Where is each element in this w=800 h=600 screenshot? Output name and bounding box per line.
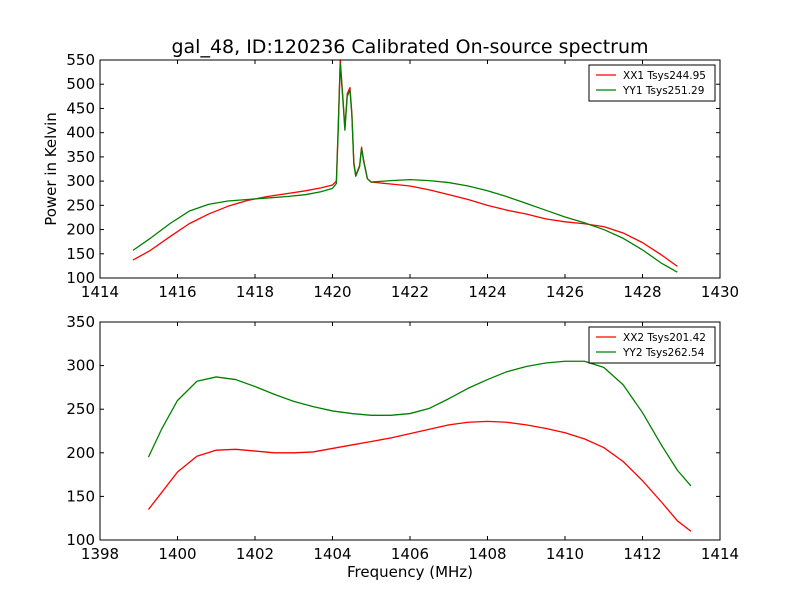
x-tick-label: 1402 [236, 545, 274, 563]
y-tick-label: 300 [66, 172, 95, 190]
series-line-yy1 [132, 63, 678, 273]
bottom-x-axis-label: Frequency (MHz) [347, 563, 473, 581]
top-legend-box [588, 64, 716, 102]
y-tick-label: 400 [66, 124, 95, 142]
top-y-axis-label: Power in Kelvin [42, 112, 60, 226]
top-legend: XX1 Tsys244.95 YY1 Tsys251.29 [588, 64, 716, 102]
x-tick-label: 1404 [313, 545, 351, 563]
top-series-lines [132, 59, 678, 273]
x-tick-label: 1398 [81, 545, 119, 563]
y-tick-label: 250 [66, 400, 95, 418]
legend-label-xx2: XX2 Tsys201.42 [623, 332, 706, 344]
x-tick-label: 1406 [391, 545, 429, 563]
series-line-xx2 [147, 420, 692, 532]
bottom-legend-box [588, 326, 716, 364]
x-tick-label: 1418 [236, 283, 274, 301]
bottom-axis-ticks: 1398 1400 1402 1404 1406 1408 1410 1412 1414 100 1… [66, 313, 739, 563]
y-tick-label: 200 [66, 221, 95, 239]
top-panel: 1414 1416 1418 1420 1422 1424 1426 1428 1430 100 1… [42, 51, 739, 301]
x-tick-label: 1424 [468, 283, 506, 301]
x-tick-label: 1420 [313, 283, 351, 301]
y-tick-label: 250 [66, 196, 95, 214]
legend-label-yy2: YY2 Tsys262.54 [622, 347, 705, 359]
y-tick-label: 450 [66, 99, 95, 117]
x-tick-label: 1410 [546, 545, 584, 563]
bottom-panel: 1398 1400 1402 1404 1406 1408 1410 1412 1414 100 1… [66, 313, 739, 581]
y-tick-label: 550 [66, 51, 95, 69]
x-tick-label: 1414 [701, 545, 739, 563]
x-tick-label: 1422 [391, 283, 429, 301]
y-tick-label: 200 [66, 444, 95, 462]
x-tick-label: 1414 [81, 283, 119, 301]
y-tick-label: 350 [66, 148, 95, 166]
legend-label-xx1: XX1 Tsys244.95 [623, 70, 706, 82]
x-tick-label: 1400 [158, 545, 196, 563]
x-tick-label: 1430 [701, 283, 739, 301]
y-tick-label: 300 [66, 357, 95, 375]
x-tick-label: 1412 [623, 545, 661, 563]
x-tick-label: 1408 [468, 545, 506, 563]
x-tick-label: 1428 [623, 283, 661, 301]
chart-title: gal_48, ID:120236 Calibrated On-source s… [171, 36, 648, 58]
top-axis-ticks: 1414 1416 1418 1420 1422 1424 1426 1428 1430 100 1… [66, 51, 739, 301]
bottom-legend: XX2 Tsys201.42 YY2 Tsys262.54 [588, 326, 716, 364]
y-tick-label: 100 [66, 531, 95, 549]
series-line-yy2 [147, 360, 692, 487]
x-tick-label: 1426 [546, 283, 584, 301]
y-tick-label: 150 [66, 245, 95, 263]
y-tick-label: 100 [66, 269, 95, 287]
y-tick-label: 150 [66, 487, 95, 505]
y-tick-label: 350 [66, 313, 95, 331]
legend-label-yy1: YY1 Tsys251.29 [622, 85, 704, 97]
bottom-series-lines [147, 360, 692, 532]
y-tick-label: 500 [66, 75, 95, 93]
x-tick-label: 1416 [158, 283, 196, 301]
